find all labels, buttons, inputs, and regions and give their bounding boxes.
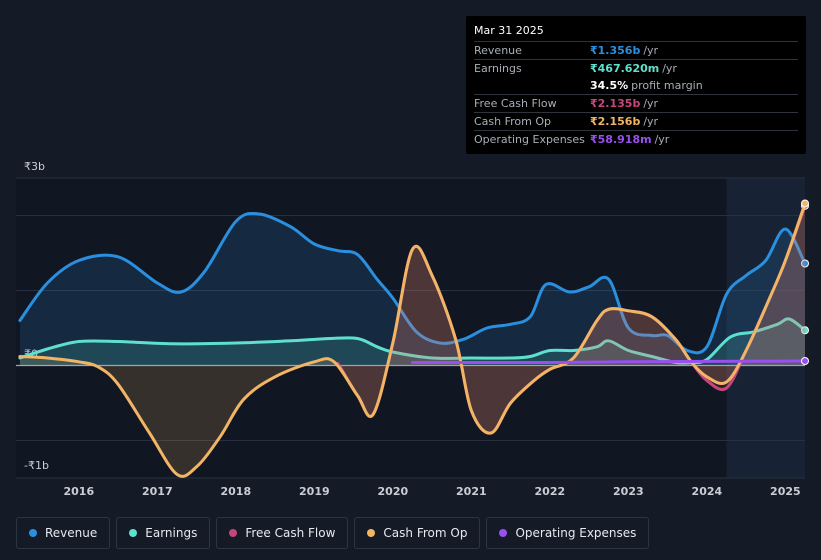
legend-label: Operating Expenses <box>515 526 637 540</box>
x-tick-label: 2020 <box>378 485 409 498</box>
x-tick-label: 2024 <box>692 485 723 498</box>
tooltip-unit: /yr <box>643 44 659 57</box>
operating-expenses-line <box>411 359 807 365</box>
revenue-line <box>18 211 807 355</box>
free-cash-flow-area <box>337 205 805 434</box>
tooltip-unit: /yr <box>643 115 659 128</box>
x-tick-label: 2017 <box>142 485 173 498</box>
earnings-line <box>18 317 807 365</box>
tooltip-value: ₹2.135b <box>590 97 641 110</box>
tooltip-label: Operating Expenses <box>474 133 585 146</box>
tooltip-unit: /yr <box>643 97 659 110</box>
legend-label: Revenue <box>45 526 98 540</box>
tooltip-row-profit-margin: 34.5% profit margin <box>474 77 798 94</box>
legend-dot-icon <box>129 529 138 537</box>
tooltip-value: ₹1.356b <box>590 44 641 57</box>
cash-from-op-area <box>19 203 805 477</box>
tooltip-margin-value: 34.5% <box>590 79 629 92</box>
tooltip-unit: /yr <box>662 62 677 75</box>
earnings-area <box>19 318 805 366</box>
legend-item-free-cash-flow[interactable]: Free Cash Flow <box>216 517 349 549</box>
tooltip-row-earnings: Earnings ₹467.620m /yr <box>474 59 798 77</box>
legend-item-operating-expenses[interactable]: Operating Expenses <box>486 517 650 549</box>
x-tick-label: 2021 <box>456 485 487 498</box>
tooltip-label: Earnings <box>474 62 522 75</box>
x-tick-label: 2019 <box>299 485 330 498</box>
tooltip-date: Mar 31 2025 <box>474 24 544 37</box>
legend-item-earnings[interactable]: Earnings <box>116 517 211 549</box>
tooltip-row-free-cash-flow: Free Cash Flow ₹2.135b /yr <box>474 94 798 112</box>
tooltip-value: ₹2.156b <box>590 115 641 128</box>
y-label-bottom: -₹1b <box>24 459 49 472</box>
cash-from-op-end-marker <box>801 199 809 208</box>
tooltip-value: ₹58.918m <box>590 133 652 146</box>
revenue-area <box>19 213 805 366</box>
tooltip-value: ₹467.620m <box>590 62 660 75</box>
tooltip-unit: /yr <box>654 133 670 146</box>
tooltip-label: Revenue <box>474 44 522 57</box>
legend-item-revenue[interactable]: Revenue <box>16 517 111 549</box>
legend-label: Cash From Op <box>383 526 468 540</box>
operating-expenses-end-marker <box>801 357 809 365</box>
tooltip-row-cash-from-op: Cash From Op ₹2.156b /yr <box>474 112 798 130</box>
x-tick-label: 2022 <box>535 485 566 498</box>
legend: Revenue Earnings Free Cash Flow Cash Fro… <box>16 517 650 549</box>
legend-dot-icon <box>499 529 508 537</box>
legend-label: Earnings <box>145 526 198 540</box>
x-tick-label: 2023 <box>613 485 644 498</box>
y-label-top: ₹3b <box>24 160 45 173</box>
legend-item-cash-from-op[interactable]: Cash From Op <box>354 517 481 549</box>
earnings-end-marker <box>801 326 809 335</box>
legend-dot-icon <box>29 529 37 537</box>
tooltip-row-revenue: Revenue ₹1.356b /yr <box>474 41 798 59</box>
tooltip-label: Cash From Op <box>474 115 552 128</box>
legend-label: Free Cash Flow <box>245 526 336 540</box>
legend-dot-icon <box>367 529 376 537</box>
tooltip-label: Free Cash Flow <box>474 97 557 110</box>
x-tick-label: 2018 <box>221 485 252 498</box>
tooltip-margin-label: profit margin <box>631 79 703 92</box>
x-tick-label: 2016 <box>63 485 94 498</box>
tooltip-row-operating-expenses: Operating Expenses ₹58.918m /yr <box>474 130 798 148</box>
revenue-end-marker <box>801 259 809 268</box>
tooltip: Mar 31 2025 Revenue ₹1.356b /yr Earnings… <box>466 16 806 154</box>
legend-dot-icon <box>229 529 238 537</box>
x-tick-label: 2025 <box>770 485 801 498</box>
